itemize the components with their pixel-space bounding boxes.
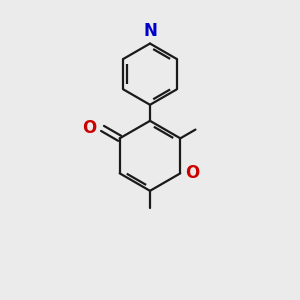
Text: O: O bbox=[186, 164, 200, 182]
Text: N: N bbox=[143, 22, 157, 40]
Text: O: O bbox=[82, 119, 97, 137]
